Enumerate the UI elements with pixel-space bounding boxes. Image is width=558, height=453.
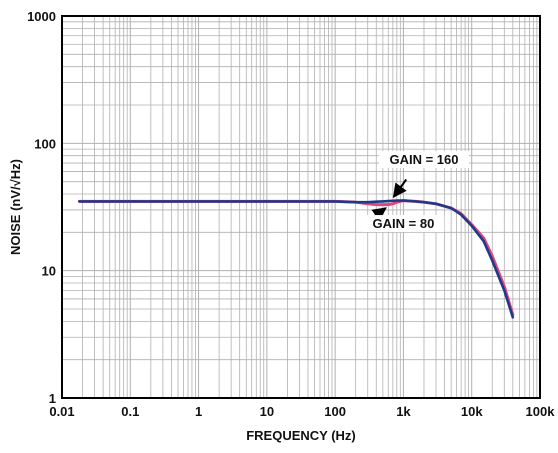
x-tick-label: 1k: [396, 404, 411, 419]
x-tick-label: 10k: [461, 404, 483, 419]
y-tick-label: 1000: [27, 9, 56, 24]
grid-lines: [61, 16, 540, 399]
annotation-label-background: [378, 151, 469, 169]
x-axis-title: FREQUENCY (Hz): [246, 428, 356, 443]
annotation-arrow: [392, 178, 408, 198]
x-tick-label: 100: [324, 404, 346, 419]
x-tick-label: 100k: [526, 404, 556, 419]
y-tick-label: 10: [42, 264, 56, 279]
x-tick-label: 0.1: [121, 404, 139, 419]
y-tick-labels: 1 10 100 1000: [27, 9, 56, 406]
annotation-label: GAIN = 160: [389, 152, 458, 167]
annotation-label-background: [362, 215, 445, 233]
plot-frame: [61, 15, 541, 399]
data-series: [77, 199, 515, 319]
y-axis-title: NOISE (nV/√Hz): [8, 159, 23, 255]
x-tick-label: 1: [195, 404, 202, 419]
y-tick-label: 100: [34, 136, 56, 151]
series-line-gain-80: [78, 199, 515, 319]
x-tick-label: 10: [260, 404, 274, 419]
annotation-label: GAIN = 80: [373, 216, 435, 231]
chart-annotations: GAIN = 160 GAIN = 80: [362, 151, 469, 233]
y-tick-label: 1: [49, 391, 56, 406]
x-tick-label: 0.01: [49, 404, 74, 419]
x-tick-labels: 0.01 0.1 1 10 100 1k 10k 100k: [49, 404, 555, 419]
